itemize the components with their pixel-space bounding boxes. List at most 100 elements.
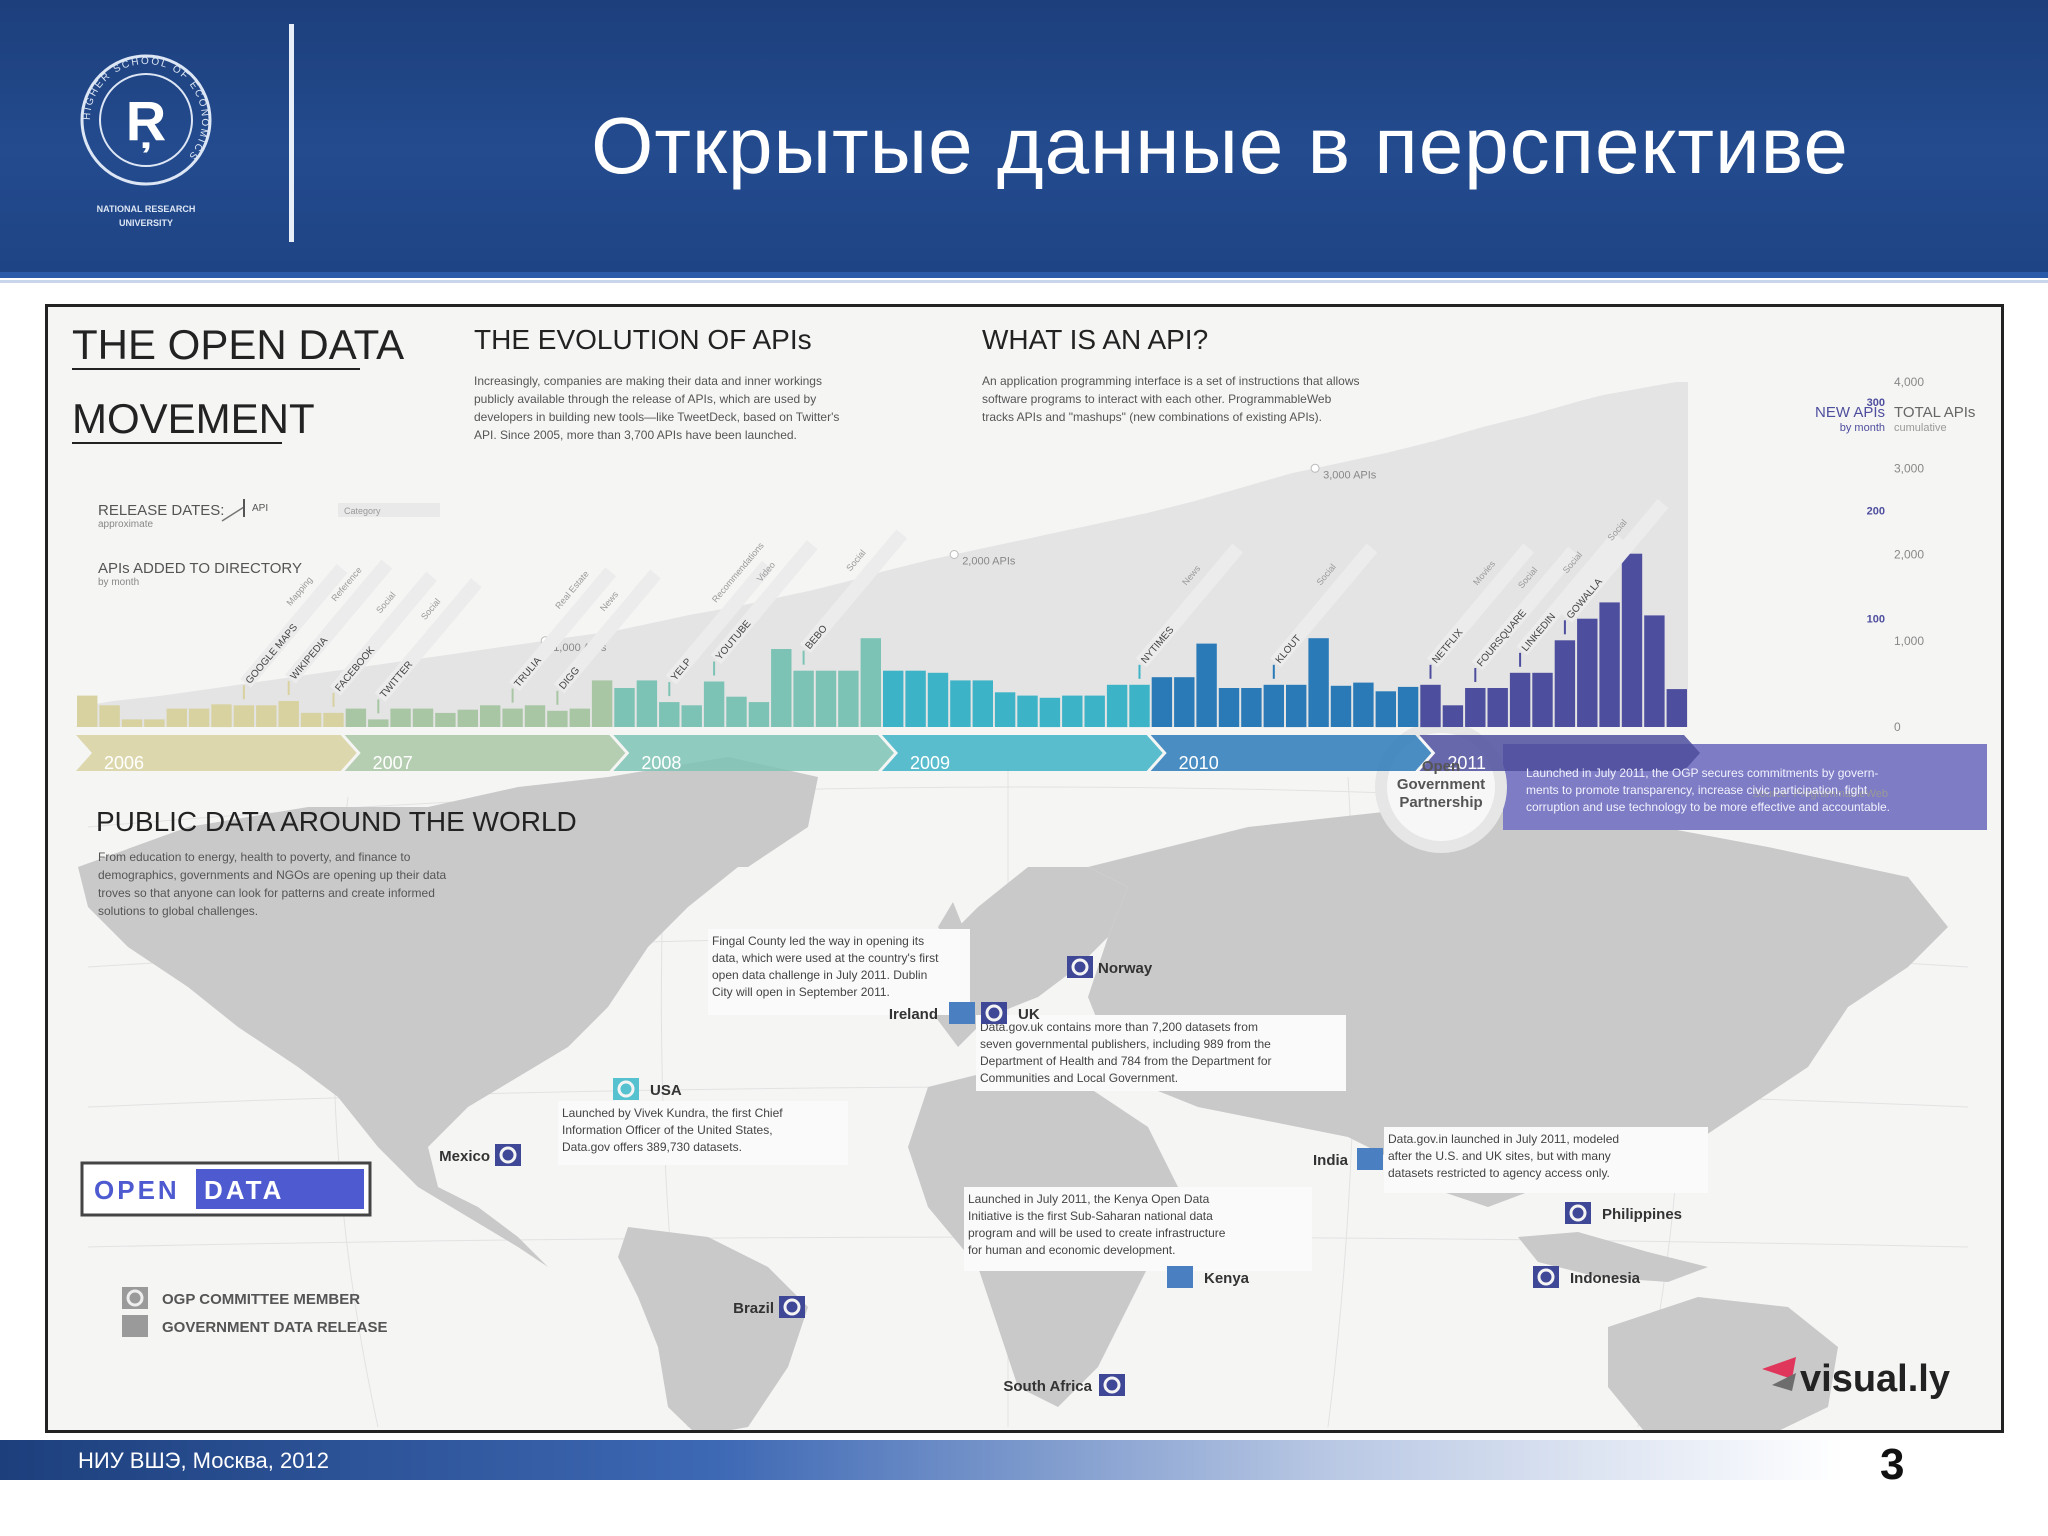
new-apis-bar — [681, 705, 702, 727]
release-bg — [553, 569, 661, 694]
release-bg — [508, 567, 617, 692]
evolution-title: THE EVOLUTION OF APIs — [474, 324, 812, 355]
new-apis-bar — [502, 708, 523, 727]
usa-text-line: Launched by Vivek Kundra, the first Chie… — [562, 1106, 783, 1120]
new-apis-bar — [1062, 695, 1083, 727]
legend-category-box — [338, 503, 440, 517]
kenya-text-line: Initiative is the first Sub-Saharan nati… — [968, 1209, 1213, 1223]
legend-member: OGP COMMITTEE MEMBER — [162, 1291, 360, 1308]
legend-api-stem — [221, 506, 245, 522]
ogp-ring-icon — [1569, 1204, 1587, 1222]
uk-description: Data.gov.uk contains more than 7,200 dat… — [980, 1020, 1272, 1085]
source-note: Source: ProgrammableWeb — [1752, 788, 1888, 800]
logo-divider — [289, 24, 294, 242]
timeline-arrow-2006 — [76, 735, 357, 771]
release-dates-label: RELEASE DATES: — [98, 502, 224, 519]
api-text-line: An application programming interface is … — [982, 374, 1360, 388]
apis-added-label: APIs ADDED TO DIRECTORY — [98, 560, 302, 577]
ogp-label-3: Partnership — [1399, 794, 1482, 811]
release-bg — [1426, 543, 1534, 668]
ogp-ring-icon — [1103, 1376, 1121, 1394]
legend-release: GOVERNMENT DATA RELEASE — [162, 1319, 388, 1336]
new-apis-bar — [569, 708, 590, 727]
new-apis-bar — [1666, 689, 1687, 727]
new-apis-bar — [1106, 684, 1128, 728]
new-apis-bar — [457, 709, 478, 727]
new-apis-bar — [1263, 684, 1284, 728]
new-apis-bar — [345, 708, 367, 727]
api-text-line: software programs to interact with each … — [982, 392, 1332, 406]
milestone-label: 3,000 APIs — [1323, 469, 1377, 481]
release-bg — [1471, 546, 1579, 671]
world-text-line: From education to energy, health to pove… — [98, 850, 411, 864]
total-apis-tick: 0 — [1894, 720, 1901, 734]
australia — [1608, 1297, 1838, 1430]
usa-description: Launched by Vivek Kundra, the first Chie… — [562, 1106, 783, 1154]
new-apis-bar — [659, 702, 680, 727]
new-apis-bar — [121, 719, 143, 727]
new-apis-bar — [1151, 677, 1173, 727]
new-apis-bar — [1017, 695, 1038, 727]
new-apis-bar — [188, 708, 210, 727]
kenya-marker — [1167, 1266, 1193, 1288]
ireland-text-line: City will open in September 2011. — [712, 985, 890, 999]
logo-line2: UNIVERSITY — [119, 218, 173, 228]
total-apis-tick: 3,000 — [1894, 461, 1924, 475]
country-label-indonesia: Indonesia — [1570, 1270, 1641, 1287]
new-apis-bar — [1286, 684, 1307, 728]
new-apis-bar — [1241, 688, 1262, 727]
new-apis-bar — [815, 670, 837, 727]
usa-marker — [613, 1078, 639, 1100]
uk-marker — [981, 1002, 1007, 1024]
new-apis-bar — [1577, 618, 1598, 727]
south-america — [618, 1227, 808, 1430]
new-apis-bar — [972, 680, 993, 727]
new-apis-bar — [1196, 643, 1217, 727]
new-apis-bar — [233, 705, 255, 727]
release-dates-sub: approximate — [98, 519, 153, 530]
legend-api: API — [252, 503, 268, 514]
new-apis-label: NEW APIs — [1815, 404, 1885, 421]
new-apis-bar — [771, 649, 792, 727]
new-apis-bar — [793, 670, 814, 727]
kenya-text-line: Launched in July 2011, the Kenya Open Da… — [968, 1192, 1210, 1206]
badge-open: OPEN — [94, 1175, 180, 1205]
new-apis-bar — [950, 680, 971, 727]
new-apis-bar — [390, 708, 411, 727]
release-bg — [665, 560, 773, 685]
page-number: 3 — [1880, 1440, 1905, 1489]
new-apis-bar — [1330, 685, 1352, 727]
uk-text-line: Department of Health and 784 from the De… — [980, 1054, 1272, 1068]
usa-text-line: Data.gov offers 389,730 datasets. — [562, 1140, 742, 1154]
ogp-label-2: Government — [1397, 776, 1485, 793]
south_africa-marker — [1099, 1374, 1125, 1396]
new-apis-bar — [1644, 615, 1665, 727]
footer-text: НИУ ВШЭ, Москва, 2012 — [78, 1448, 329, 1473]
milestone-dot — [949, 550, 959, 559]
university-logo: HIGHER SCHOOL OF ECONOMICS Ŗ NATIONAL RE… — [80, 54, 212, 228]
world-text-line: solutions to global challenges. — [98, 904, 258, 918]
new-apis-bar — [905, 670, 926, 727]
philippines-marker — [1565, 1202, 1591, 1224]
new-apis-bar — [1532, 672, 1553, 727]
evolution-text-line: developers in building new tools—like Tw… — [474, 410, 839, 424]
visually-mark-icon — [1762, 1357, 1796, 1379]
release-bg — [1270, 543, 1378, 668]
new-apis-tick: 200 — [1867, 505, 1885, 517]
timeline-arrow-2010 — [1150, 735, 1432, 771]
new-apis-bar — [1308, 638, 1329, 727]
india-text-line: after the U.S. and UK sites, but with ma… — [1388, 1149, 1611, 1163]
world-text-line: demographics, governments and NGOs are o… — [98, 868, 447, 882]
api-title: WHAT IS AN API? — [982, 324, 1208, 355]
ogp-ring-icon — [499, 1146, 517, 1164]
evolution-text-line: publicly available through the release o… — [474, 392, 816, 406]
release-bg — [374, 578, 482, 702]
evolution-text-line: Increasingly, companies are making their… — [474, 374, 822, 388]
apis-added-sub: by month — [98, 577, 139, 588]
uk-text-line: seven governmental publishers, including… — [980, 1037, 1271, 1051]
uk-callout — [976, 1015, 1346, 1091]
new-apis-bar — [211, 704, 232, 728]
release-bg — [285, 559, 393, 684]
release-bg — [710, 540, 818, 665]
